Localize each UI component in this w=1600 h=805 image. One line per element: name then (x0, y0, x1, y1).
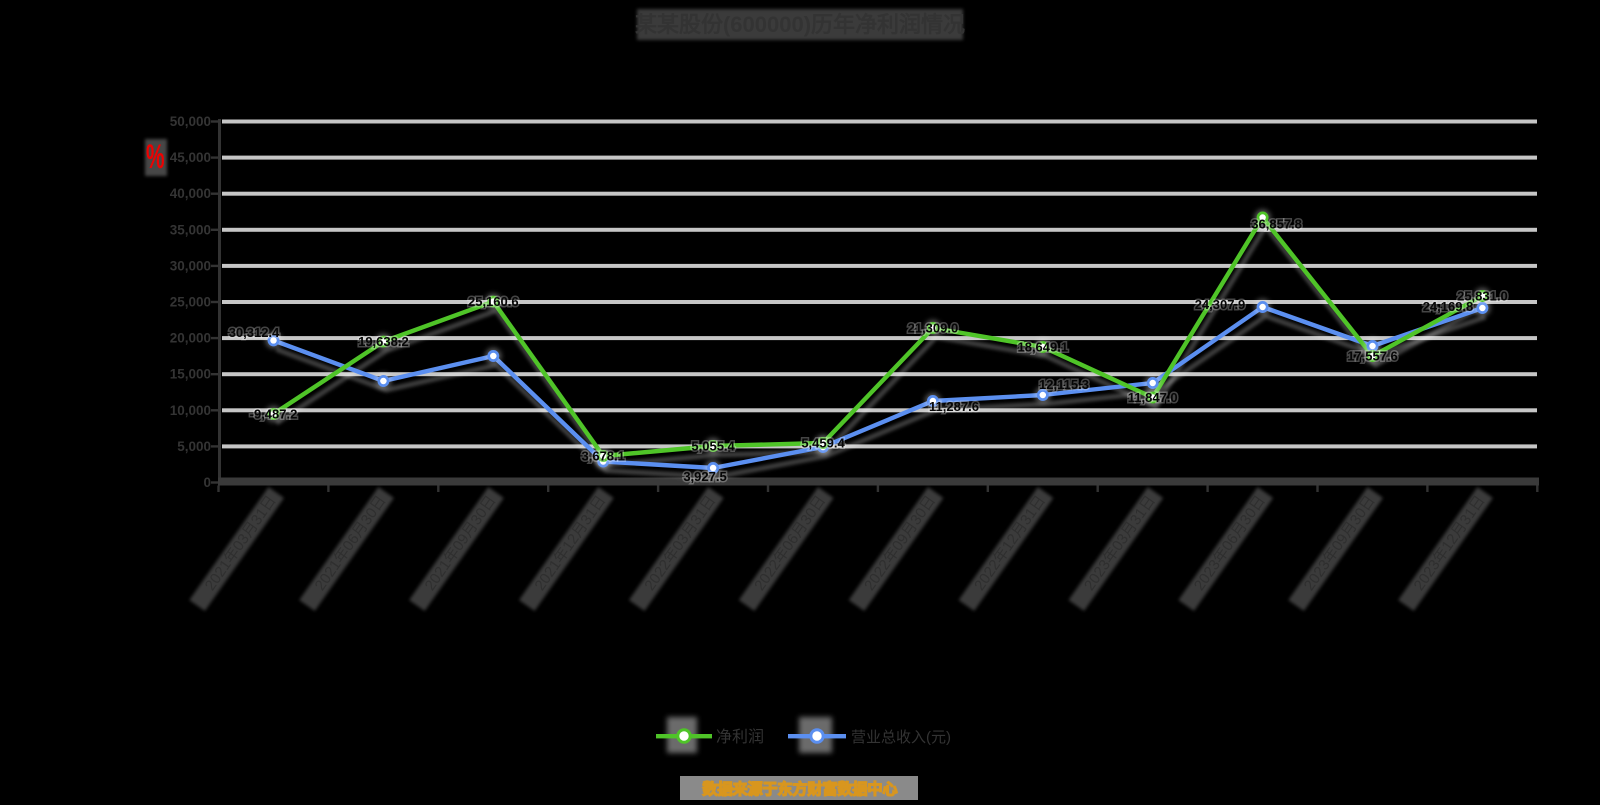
svg-text:3,927.5: 3,927.5 (683, 469, 726, 484)
svg-text:11,287.6: 11,287.6 (929, 399, 979, 414)
svg-text:净利润: 净利润 (716, 728, 764, 746)
svg-text:17,557.6: 17,557.6 (1347, 349, 1398, 364)
svg-text:19,638.2: 19,638.2 (358, 334, 409, 349)
svg-text:15,000: 15,000 (170, 367, 211, 382)
svg-text:0: 0 (203, 475, 211, 490)
svg-text:24,307.9: 24,307.9 (1195, 297, 1246, 312)
svg-text:营业总收入(元): 营业总收入(元) (851, 729, 951, 746)
svg-text:30,312.4: 30,312.4 (229, 325, 280, 340)
svg-text:某某股份(600000)历年净利润情况: 某某股份(600000)历年净利润情况 (635, 12, 965, 37)
svg-text:18,649.1: 18,649.1 (1017, 340, 1068, 355)
svg-text:30,000: 30,000 (170, 258, 211, 273)
svg-text:5,055.4: 5,055.4 (691, 439, 735, 454)
svg-text:40,000: 40,000 (170, 186, 211, 201)
svg-text:10,000: 10,000 (170, 403, 211, 418)
svg-text:-9,487.2: -9,487.2 (250, 407, 298, 422)
svg-text:%: % (146, 138, 164, 177)
svg-text:11,847.0: 11,847.0 (1128, 390, 1178, 405)
svg-text:50,000: 50,000 (170, 114, 211, 129)
svg-text:数据来源于东方财富数据中心: 数据来源于东方财富数据中心 (702, 780, 897, 798)
svg-text:5,000: 5,000 (177, 439, 211, 454)
svg-text:3,678.1: 3,678.1 (582, 449, 625, 464)
svg-text:24,169.8: 24,169.8 (1423, 299, 1474, 314)
svg-text:25,831.0: 25,831.0 (1457, 289, 1508, 304)
svg-text:36,857.8: 36,857.8 (1251, 217, 1302, 232)
svg-text:21,309.0: 21,309.0 (908, 321, 959, 336)
svg-text:12,115.3: 12,115.3 (1039, 377, 1089, 392)
svg-text:25,000: 25,000 (170, 295, 211, 310)
svg-text:35,000: 35,000 (170, 222, 211, 237)
svg-text:5,459.4: 5,459.4 (801, 436, 845, 451)
svg-text:20,000: 20,000 (170, 331, 211, 346)
svg-text:25,160.6: 25,160.6 (468, 294, 519, 309)
svg-text:45,000: 45,000 (170, 150, 211, 165)
